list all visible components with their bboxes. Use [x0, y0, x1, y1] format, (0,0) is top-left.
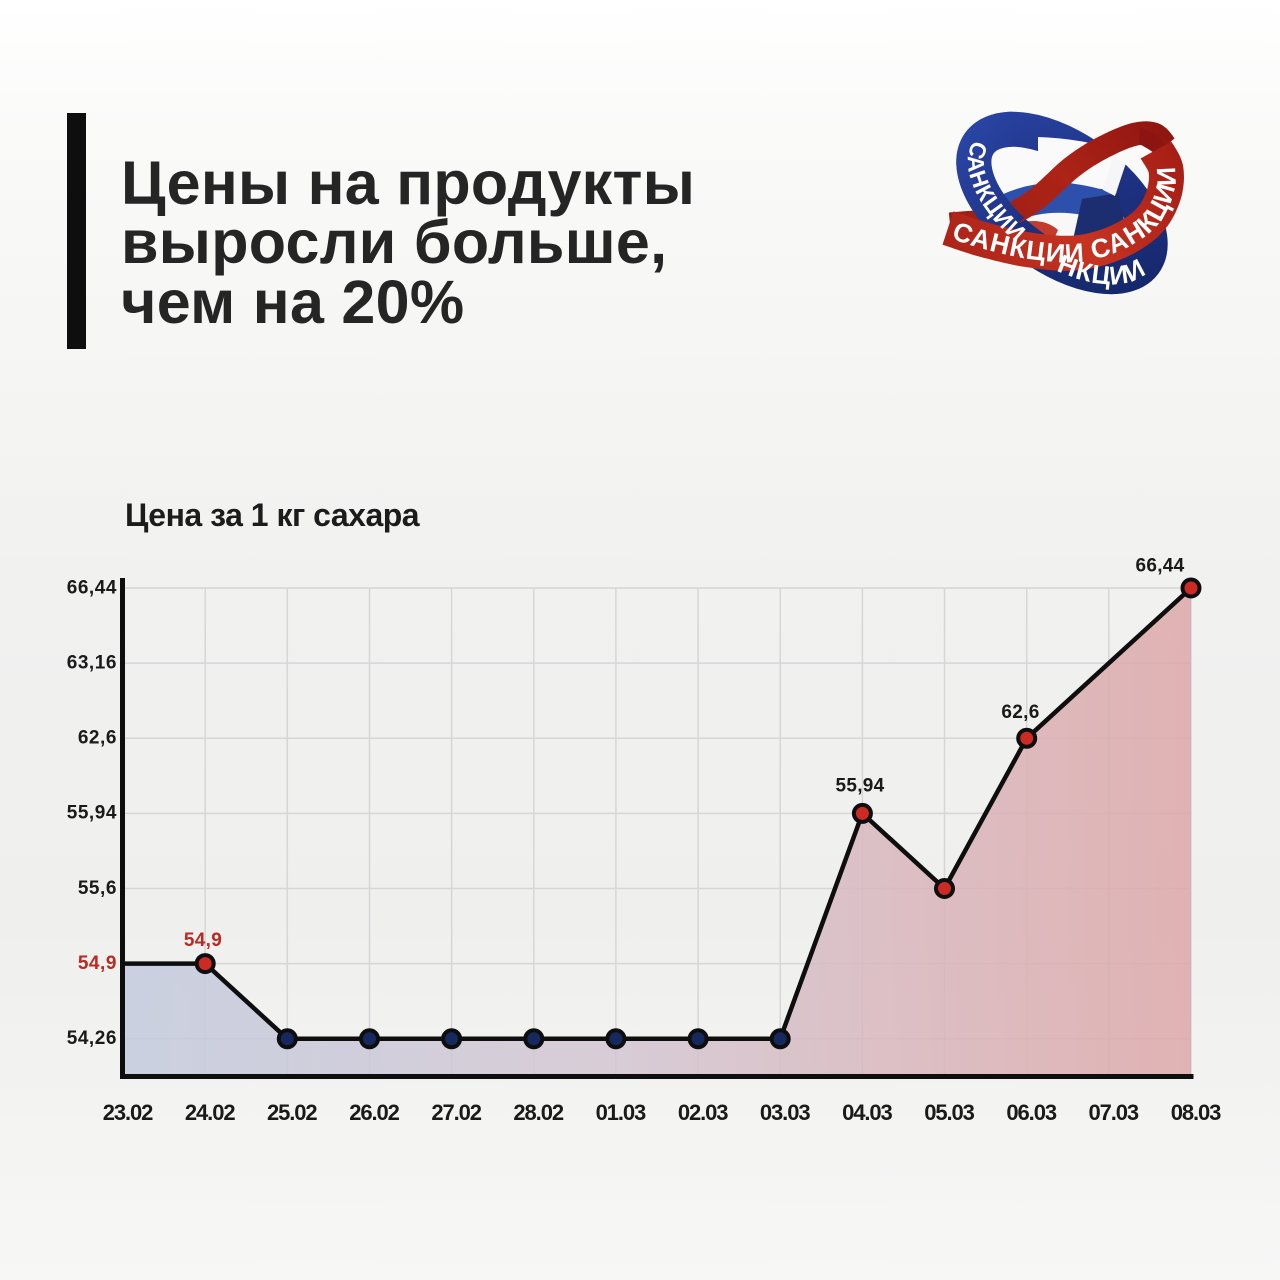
svg-text:24.02: 24.02	[185, 1100, 235, 1125]
svg-text:08.03: 08.03	[1171, 1100, 1221, 1125]
svg-text:02.03: 02.03	[678, 1100, 728, 1125]
svg-text:23.02: 23.02	[103, 1100, 153, 1125]
svg-text:55,94: 55,94	[67, 803, 117, 824]
svg-text:54,26: 54,26	[67, 1028, 117, 1049]
svg-text:66,44: 66,44	[1135, 556, 1184, 577]
svg-text:54,9: 54,9	[184, 930, 222, 951]
svg-text:28.02: 28.02	[513, 1100, 563, 1125]
svg-text:27.02: 27.02	[431, 1100, 481, 1125]
svg-text:06.03: 06.03	[1006, 1100, 1056, 1125]
svg-text:03.03: 03.03	[760, 1100, 810, 1125]
svg-text:04.03: 04.03	[842, 1100, 892, 1125]
svg-text:55,6: 55,6	[78, 878, 117, 899]
svg-text:55,94: 55,94	[835, 776, 884, 797]
svg-text:26.02: 26.02	[349, 1100, 399, 1125]
svg-text:54,9: 54,9	[78, 953, 117, 974]
svg-text:01.03: 01.03	[596, 1100, 646, 1125]
svg-text:25.02: 25.02	[267, 1100, 317, 1125]
svg-text:62,6: 62,6	[1001, 702, 1039, 723]
svg-text:63,16: 63,16	[67, 652, 117, 673]
svg-text:62,6: 62,6	[78, 728, 117, 749]
svg-text:66,44: 66,44	[67, 577, 117, 598]
svg-text:05.03: 05.03	[924, 1100, 974, 1125]
svg-text:07.03: 07.03	[1089, 1100, 1139, 1125]
